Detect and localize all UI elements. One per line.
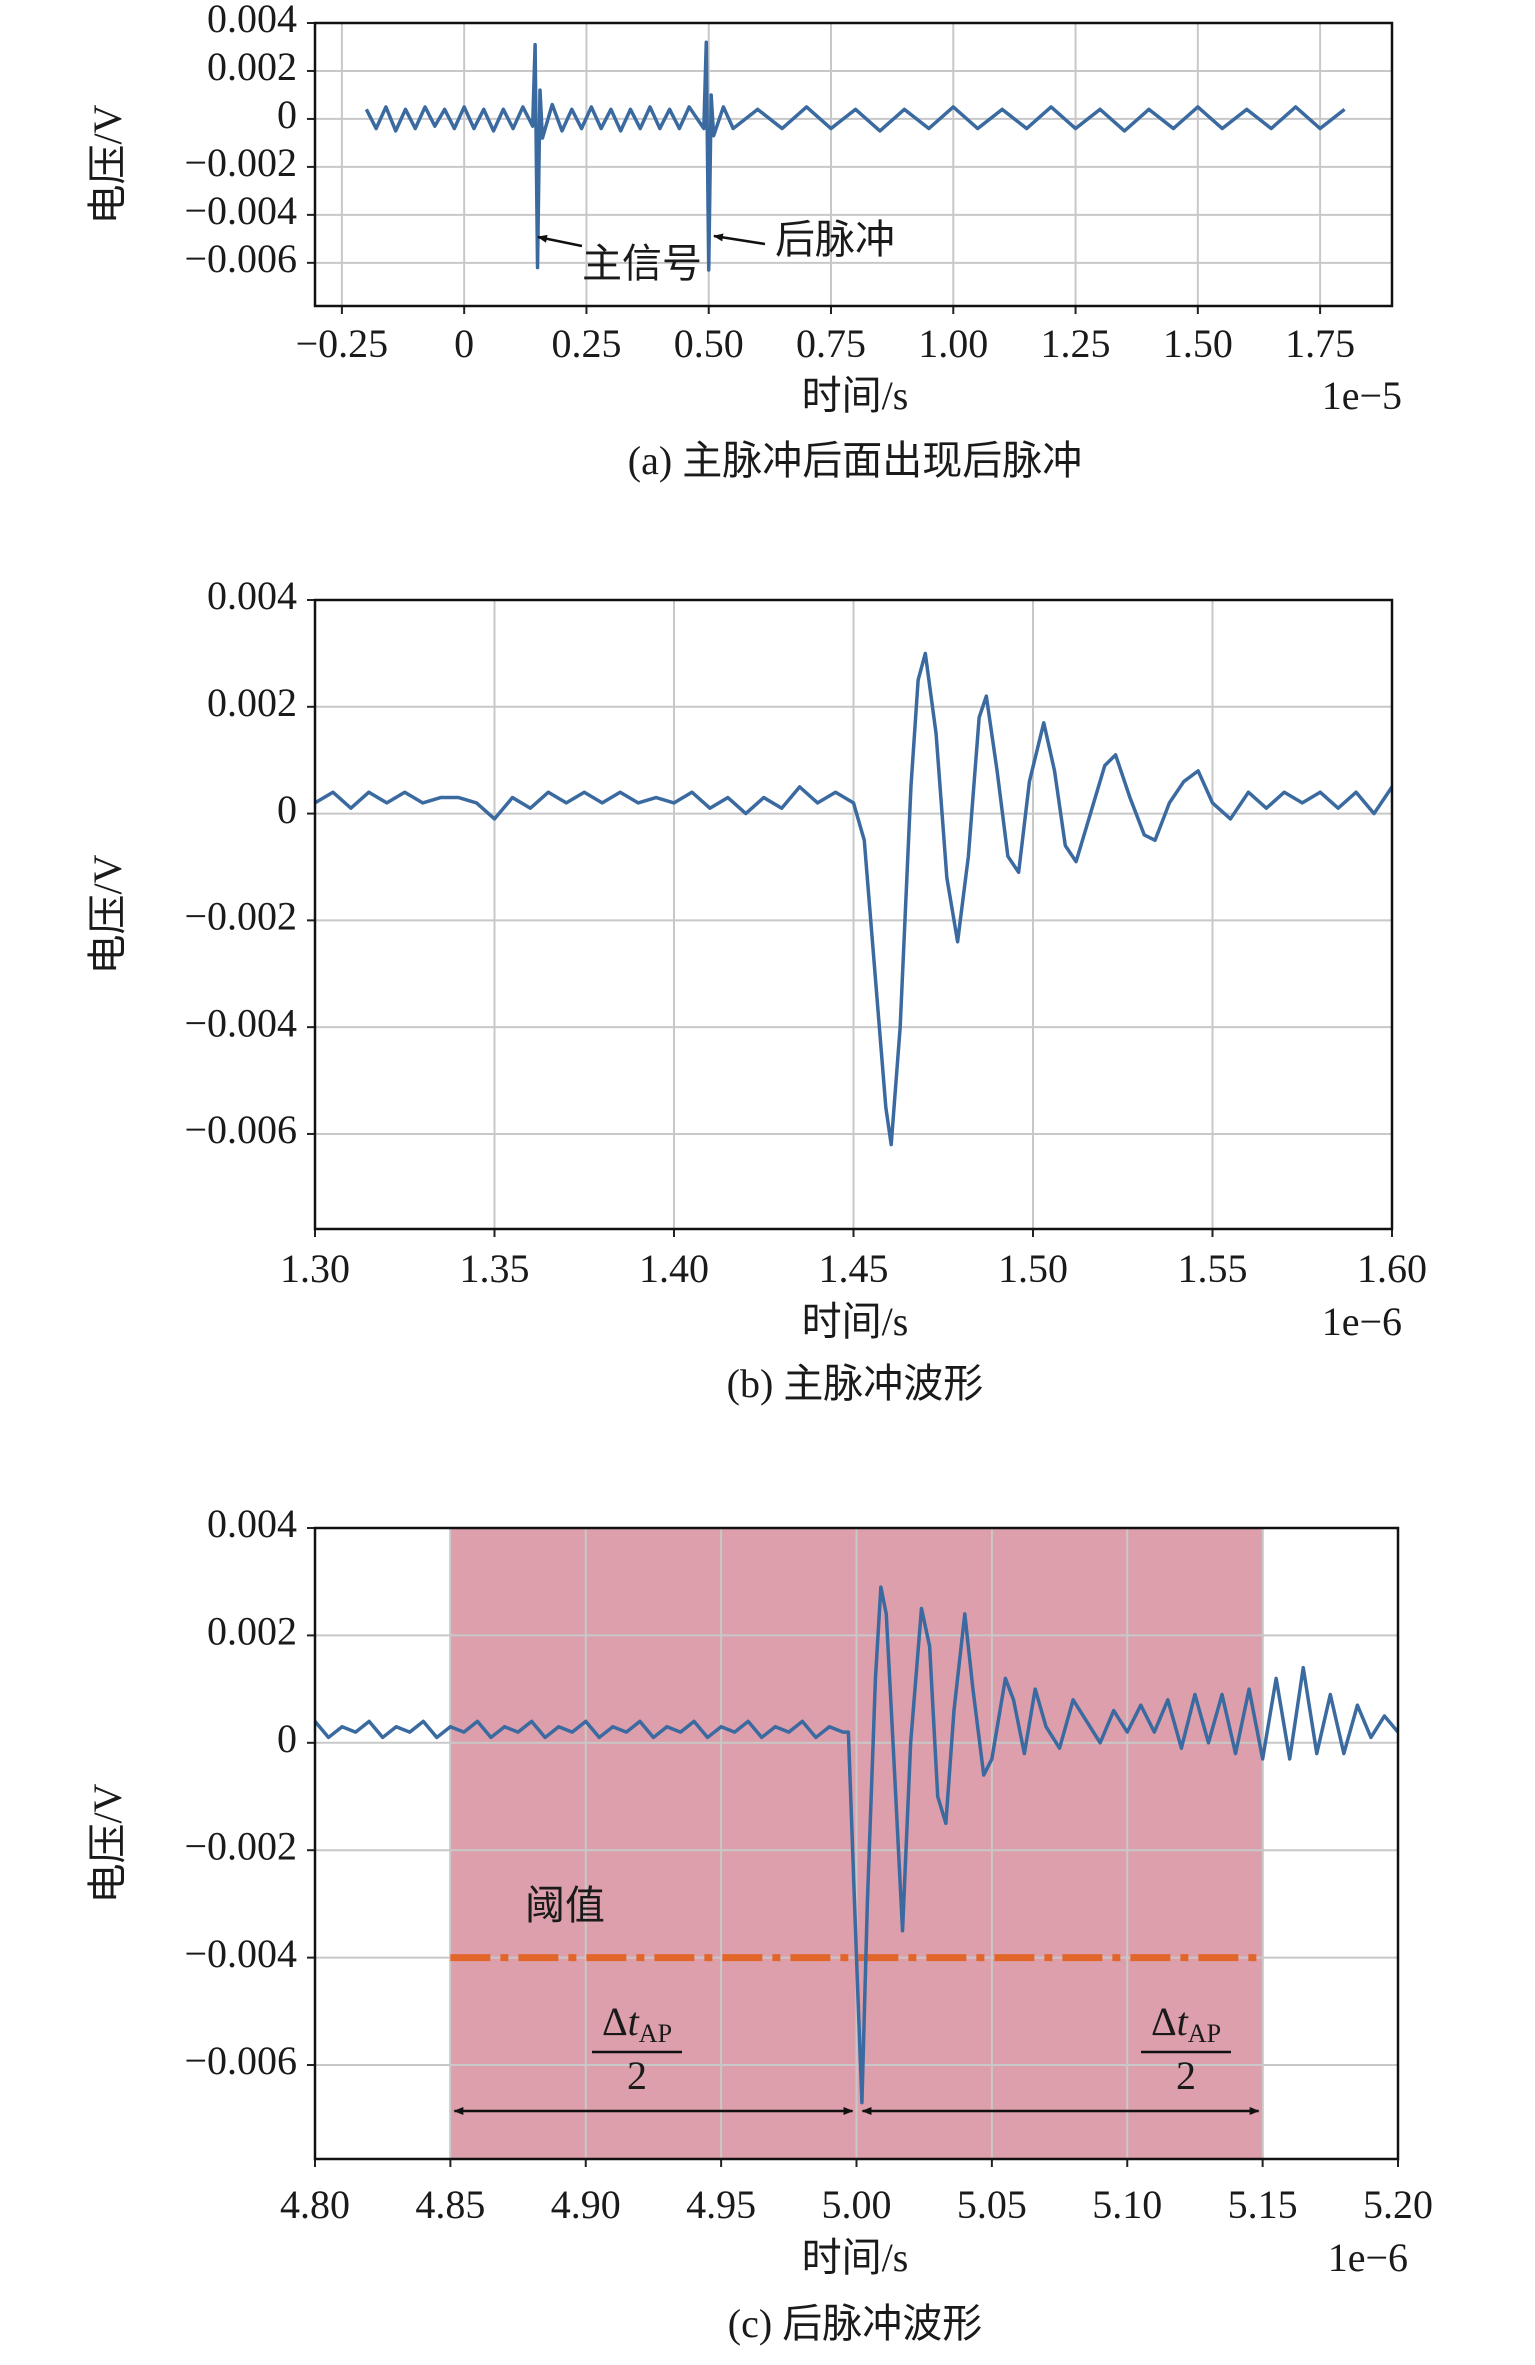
- x-tick-label: 1.50: [1163, 321, 1233, 366]
- plot-frame: [313, 598, 1394, 1231]
- waveform: [364, 40, 1346, 272]
- subscript: AP: [639, 2019, 672, 2048]
- variable: t: [628, 1999, 640, 2044]
- x-tick-label: 1.60: [1357, 1246, 1427, 1291]
- y-tick-label: 0.002: [207, 1609, 297, 1654]
- y-tick-label: 0.004: [207, 573, 297, 618]
- x-offset-label: 1e−5: [1322, 373, 1402, 418]
- x-axis-label: 时间/s: [802, 1299, 909, 1344]
- x-tick-label: 5.20: [1363, 2182, 1433, 2227]
- variable: t: [1177, 1999, 1189, 2044]
- caption: (a) 主脉冲后面出现后脉冲: [628, 438, 1082, 483]
- x-offset-label: 1e−6: [1328, 2235, 1408, 2280]
- x-tick-label: 0: [454, 321, 474, 366]
- x-tick-label: 5.05: [957, 2182, 1027, 2227]
- plot-frame: [313, 1526, 1400, 2161]
- span-label-denominator: 2: [1176, 2053, 1196, 2098]
- y-tick-label: −0.006: [184, 1107, 297, 1152]
- y-tick-label: 0: [277, 1716, 297, 1761]
- x-tick-label: 0.50: [674, 321, 744, 366]
- x-tick-label: 1.00: [918, 321, 988, 366]
- x-tick-label: 1.45: [819, 1246, 889, 1291]
- x-tick-label: 5.10: [1092, 2182, 1162, 2227]
- x-tick-label: 1.40: [639, 1246, 709, 1291]
- x-tick-label: 4.90: [551, 2182, 621, 2227]
- x-tick-label: 5.00: [822, 2182, 892, 2227]
- caption: (b) 主脉冲波形: [727, 1361, 984, 1406]
- y-tick-label: 0.004: [207, 1501, 297, 1546]
- annotation-arrow: [713, 233, 766, 246]
- y-tick-label: −0.004: [184, 188, 297, 233]
- span-label-numerator: ΔtAP: [602, 1999, 672, 2048]
- x-axis-label: 时间/s: [802, 373, 909, 418]
- y-tick-label: −0.004: [184, 1000, 297, 1045]
- annotation: 主信号: [582, 241, 702, 286]
- threshold-label: 阈值: [525, 1883, 605, 1928]
- subscript: AP: [1188, 2019, 1221, 2048]
- x-tick-label: 4.80: [280, 2182, 350, 2227]
- x-tick-label: 4.85: [415, 2182, 485, 2227]
- annotation: 后脉冲: [775, 217, 895, 262]
- x-axis-label: 时间/s: [802, 2235, 909, 2280]
- caption: (c) 后脉冲波形: [728, 2301, 982, 2346]
- x-tick-label: 1.75: [1285, 321, 1355, 366]
- x-tick-label: 1.50: [998, 1246, 1068, 1291]
- y-tick-label: 0.002: [207, 44, 297, 89]
- span-label-denominator: 2: [627, 2053, 647, 2098]
- y-tick-label: −0.004: [184, 1931, 297, 1976]
- x-offset-label: 1e−6: [1322, 1299, 1402, 1344]
- y-axis-label: 电压/V: [85, 854, 130, 974]
- y-axis-label: 电压/V: [85, 104, 130, 224]
- x-tick-label: 1.25: [1041, 321, 1111, 366]
- x-tick-label: 5.15: [1228, 2182, 1298, 2227]
- x-tick-label: 0.75: [796, 321, 866, 366]
- y-axis-label: 电压/V: [85, 1783, 130, 1903]
- waveform: [313, 1585, 1400, 2105]
- x-tick-label: 1.30: [280, 1246, 350, 1291]
- y-tick-label: 0: [277, 787, 297, 832]
- span-label-numerator: ΔtAP: [1151, 1999, 1221, 2048]
- y-tick-label: 0.002: [207, 680, 297, 725]
- y-tick-label: −0.002: [184, 140, 297, 185]
- y-tick-label: −0.006: [184, 2038, 297, 2083]
- x-tick-label: 1.35: [460, 1246, 530, 1291]
- y-tick-label: 0.004: [207, 0, 297, 41]
- plot-frame: [313, 21, 1394, 308]
- annotation-arrow: [537, 234, 583, 248]
- y-tick-label: −0.002: [184, 894, 297, 939]
- x-tick-label: −0.25: [296, 321, 389, 366]
- y-tick-label: −0.006: [184, 236, 297, 281]
- delta: Δ: [602, 1999, 628, 2044]
- waveform: [314, 651, 1394, 1147]
- x-tick-label: 0.25: [551, 321, 621, 366]
- y-tick-label: 0: [277, 92, 297, 137]
- x-tick-label: 4.95: [686, 2182, 756, 2227]
- delta: Δ: [1151, 1999, 1177, 2044]
- x-tick-label: 1.55: [1178, 1246, 1248, 1291]
- y-tick-label: −0.002: [184, 1823, 297, 1868]
